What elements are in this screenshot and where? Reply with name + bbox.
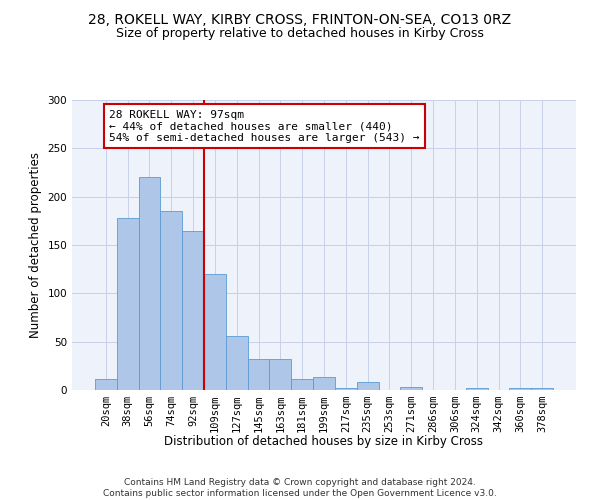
Bar [466,388,488,390]
Bar [291,380,313,390]
Bar [509,388,531,390]
Bar [357,382,379,390]
Y-axis label: Number of detached properties: Number of detached properties [29,152,42,338]
Text: Contains HM Land Registry data © Crown copyright and database right 2024.
Contai: Contains HM Land Registry data © Crown c… [103,478,497,498]
Bar [269,359,291,390]
Bar [335,388,357,390]
Bar [248,359,269,390]
Bar [226,336,248,390]
Bar [204,274,226,390]
Bar [313,378,335,390]
Bar [95,380,117,390]
Text: Size of property relative to detached houses in Kirby Cross: Size of property relative to detached ho… [116,28,484,40]
Bar [139,178,160,390]
Bar [160,211,182,390]
Bar [400,387,422,390]
Text: Distribution of detached houses by size in Kirby Cross: Distribution of detached houses by size … [164,435,484,448]
Bar [117,218,139,390]
Bar [182,230,204,390]
Text: 28 ROKELL WAY: 97sqm
← 44% of detached houses are smaller (440)
54% of semi-deta: 28 ROKELL WAY: 97sqm ← 44% of detached h… [109,110,419,143]
Bar [531,388,553,390]
Text: 28, ROKELL WAY, KIRBY CROSS, FRINTON-ON-SEA, CO13 0RZ: 28, ROKELL WAY, KIRBY CROSS, FRINTON-ON-… [88,12,512,26]
